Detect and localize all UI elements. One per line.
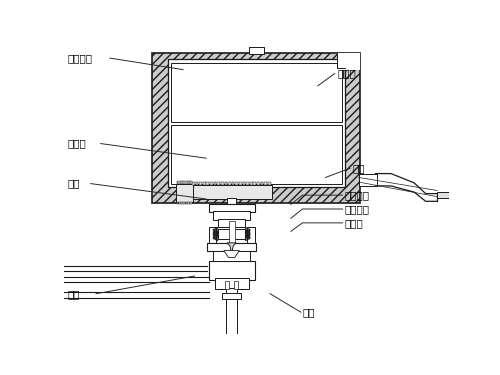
Text: 针阀: 针阀 [68, 289, 80, 299]
Polygon shape [227, 243, 236, 254]
Bar [246, 182, 249, 185]
Bar [214, 182, 216, 185]
Bar [228, 221, 234, 243]
Bar [210, 182, 212, 185]
Bar [192, 185, 272, 199]
Text: 防水套: 防水套 [337, 69, 356, 78]
Bar [224, 214, 240, 222]
Bar [184, 181, 186, 184]
Bar [152, 53, 360, 203]
Bar [218, 219, 246, 228]
Bar [260, 182, 264, 185]
Bar [234, 281, 238, 289]
Bar [192, 182, 194, 185]
Bar [176, 181, 178, 184]
Bar [228, 182, 231, 185]
Bar [337, 53, 360, 70]
Text: 主体: 主体 [68, 178, 80, 189]
Bar [239, 182, 242, 185]
Bar [264, 182, 267, 185]
Bar [171, 125, 342, 184]
Bar [188, 202, 190, 204]
Bar [179, 181, 181, 184]
Bar [257, 182, 260, 185]
Bar [358, 174, 377, 186]
Bar [188, 181, 190, 184]
Bar [176, 184, 193, 202]
Bar [203, 182, 205, 185]
Bar [222, 293, 241, 299]
Bar [208, 204, 254, 212]
Bar [196, 182, 198, 185]
Bar [250, 182, 252, 185]
Bar [227, 198, 236, 216]
Text: 螺杆部分: 螺杆部分 [345, 190, 370, 200]
Bar [221, 182, 224, 185]
Bar [268, 182, 270, 185]
Bar [186, 181, 188, 184]
Text: 阀座: 阀座 [302, 307, 315, 317]
Bar [190, 202, 192, 204]
Bar [254, 182, 256, 185]
Bar [168, 59, 345, 188]
Bar [181, 181, 183, 184]
Bar [186, 202, 188, 204]
Bar [181, 202, 183, 204]
Bar [213, 211, 250, 220]
Text: 齿轮: 齿轮 [352, 163, 365, 173]
Bar [247, 228, 254, 251]
Bar [226, 281, 230, 289]
Text: 焊接部: 焊接部 [68, 138, 86, 148]
Text: 脉冲马达: 脉冲马达 [68, 53, 92, 63]
Bar [207, 243, 256, 250]
Bar [206, 182, 209, 185]
Bar [199, 182, 202, 185]
Bar [248, 47, 264, 54]
Polygon shape [224, 251, 240, 258]
Bar [218, 182, 220, 185]
Bar [214, 278, 248, 289]
Bar [184, 202, 186, 204]
Bar [236, 182, 238, 185]
Bar [224, 182, 227, 185]
Text: 波纹管: 波纹管 [345, 218, 364, 228]
Text: 传动部分: 传动部分 [345, 204, 370, 214]
Bar [213, 251, 250, 261]
Bar [232, 182, 234, 185]
Bar [208, 228, 216, 251]
Bar [226, 288, 237, 334]
Bar [451, 193, 460, 197]
Bar [171, 63, 342, 122]
Bar [437, 192, 451, 198]
Bar [218, 229, 246, 239]
Bar [176, 202, 178, 204]
Bar [208, 261, 254, 280]
Bar [190, 181, 192, 184]
Bar [179, 202, 181, 204]
Bar [242, 182, 246, 185]
